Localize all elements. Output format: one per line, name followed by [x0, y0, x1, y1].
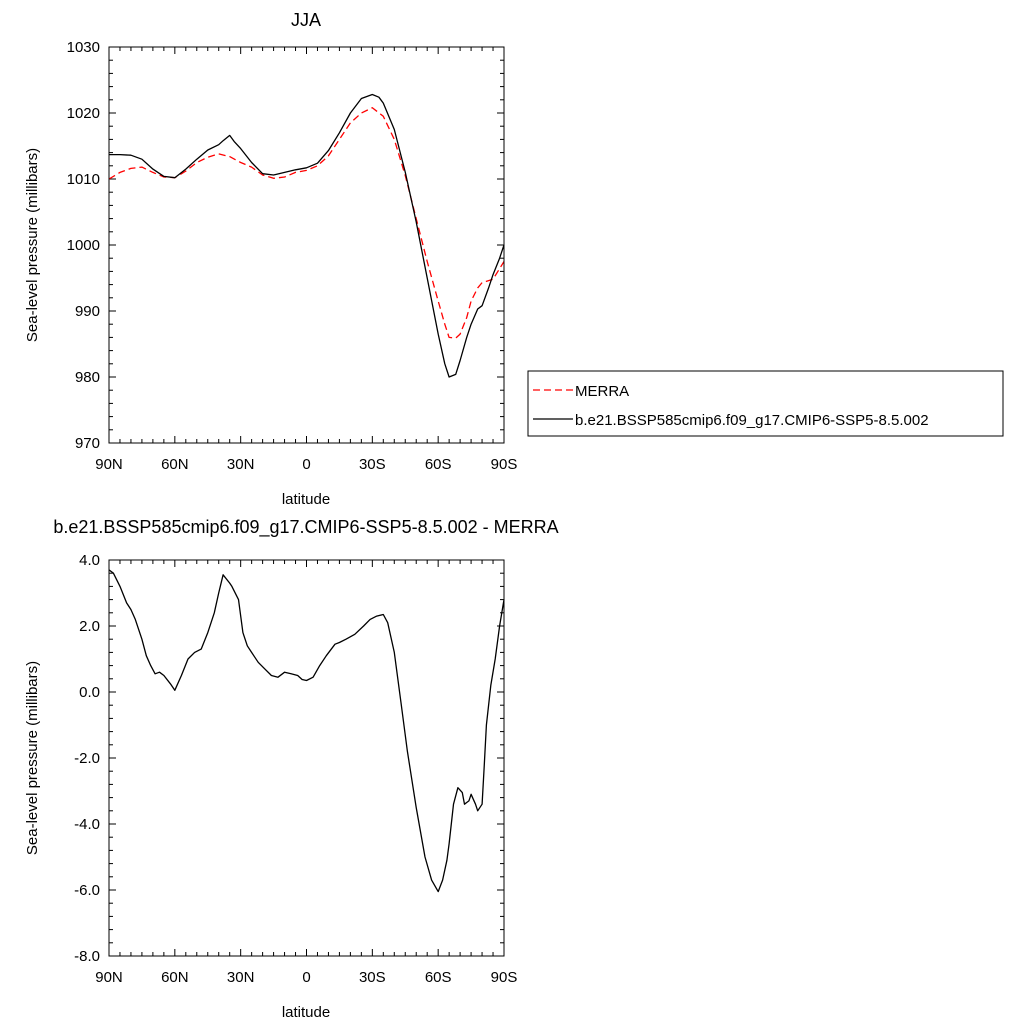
top-x-axis-label: latitude — [282, 491, 330, 508]
bottom-x-tick-label: 0 — [302, 969, 310, 986]
top-y-tick-label: 980 — [75, 369, 100, 386]
legend-box — [527, 370, 1004, 437]
top-plot-frame — [108, 46, 505, 444]
bottom-panel: b.e21.BSSP585cmip6.f09_g17.CMIP6-SSP5-8.… — [24, 517, 559, 1021]
top-x-tick-label: 30S — [359, 456, 386, 473]
bottom-y-axis-label: Sea-level pressure (millibars) — [24, 661, 41, 855]
top-panel: JJA 90N 60N 30N 0 30S 60S 90S 970 980 990 1000 1010… — [24, 10, 1004, 508]
top-x-tick-label: 90N — [95, 456, 123, 473]
top-y-tick-label: 990 — [75, 303, 100, 320]
top-x-tick-label: 60S — [425, 456, 452, 473]
top-y-tick-label: 970 — [75, 435, 100, 452]
top-y-tick-label: 1030 — [67, 39, 100, 56]
bottom-y-tick-label: 4.0 — [79, 552, 100, 569]
top-series-line-model — [109, 93, 505, 378]
bottom-y-tick-label: -4.0 — [74, 816, 100, 833]
top-plot-layer: 90N 60N 30N 0 30S 60S 90S 970 980 990 1000 1010 1020… — [67, 39, 518, 473]
bottom-y-tick-label: -8.0 — [74, 948, 100, 965]
top-x-tick-label: 60N — [161, 456, 189, 473]
bottom-y-tick-label: -6.0 — [74, 882, 100, 899]
bottom-y-tick-label: 2.0 — [79, 618, 100, 635]
bottom-x-tick-label: 30S — [359, 969, 386, 986]
bottom-plot-frame — [108, 559, 505, 957]
bottom-x-tick-label: 90N — [95, 969, 123, 986]
top-x-tick-label: 0 — [302, 456, 310, 473]
bottom-y-tick-label: -2.0 — [74, 750, 100, 767]
legend-label-merra: MERRA — [575, 383, 629, 400]
bottom-x-tick-label: 60N — [161, 969, 189, 986]
bottom-x-tick-label: 60S — [425, 969, 452, 986]
top-y-tick-label: 1000 — [67, 237, 100, 254]
bottom-chart-title: b.e21.BSSP585cmip6.f09_g17.CMIP6-SSP5-8.… — [53, 517, 558, 538]
top-legend: MERRA b.e21.BSSP585cmip6.f09_g17.CMIP6-S… — [527, 370, 1004, 437]
top-series-line-merra — [108, 107, 505, 339]
top-x-tick-label: 30N — [227, 456, 255, 473]
top-x-tick-label: 90S — [491, 456, 518, 473]
bottom-x-tick-label: 30N — [227, 969, 255, 986]
top-y-axis-label: Sea-level pressure (millibars) — [24, 148, 41, 342]
top-y-tick-label: 1010 — [67, 171, 100, 188]
bottom-x-axis-label: latitude — [282, 1004, 330, 1021]
bottom-plot-layer: 90N 60N 30N 0 30S 60S 90S -8.0 -6.0 -4.0 -2.0 0.0 2.… — [74, 552, 517, 986]
top-chart-title: JJA — [291, 10, 321, 30]
bottom-x-tick-label: 90S — [491, 969, 518, 986]
bottom-series-line-model — [108, 569, 505, 893]
legend-label-model: b.e21.BSSP585cmip6.f09_g17.CMIP6-SSP5-8.… — [575, 412, 929, 429]
bottom-y-tick-label: 0.0 — [79, 684, 100, 701]
top-y-tick-label: 1020 — [67, 105, 100, 122]
